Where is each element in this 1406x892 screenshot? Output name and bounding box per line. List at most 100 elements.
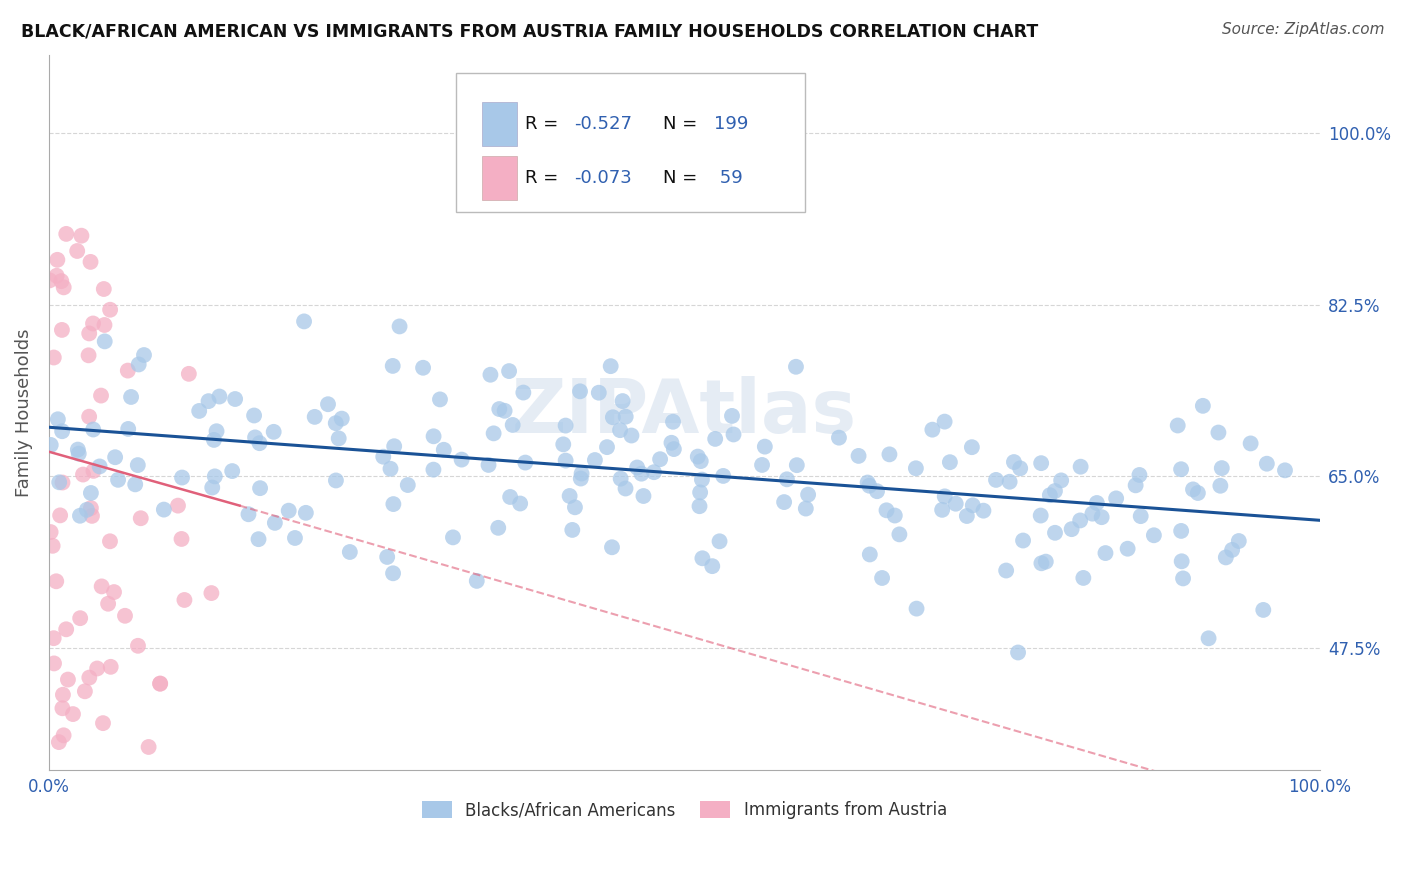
Point [828, 431, 851, 445]
Point [69, 508, 91, 523]
Point [797, 488, 820, 502]
Point [243, 409, 266, 423]
Point [49, 508, 72, 523]
Point [1253, 603, 1275, 617]
Point [67, 447, 90, 461]
Point [626, 460, 648, 475]
Point [876, 503, 898, 517]
Text: Source: ZipAtlas.com: Source: ZipAtlas.com [1222, 22, 1385, 37]
Point [82, 423, 104, 437]
Point [1129, 509, 1152, 524]
Point [82, 317, 104, 331]
Point [609, 472, 631, 486]
Point [48, 735, 70, 749]
Point [499, 490, 522, 504]
Point [52, 728, 75, 742]
Point [1050, 474, 1073, 488]
Point [609, 423, 631, 437]
Point [956, 508, 979, 523]
Point [1073, 571, 1095, 585]
Point [686, 450, 709, 464]
Point [662, 415, 685, 429]
Point [633, 489, 655, 503]
Point [711, 469, 734, 483]
Point [292, 314, 315, 328]
Point [80, 508, 103, 523]
Point [325, 474, 347, 488]
Text: -0.073: -0.073 [574, 169, 631, 186]
Point [934, 489, 956, 503]
Text: -0.527: -0.527 [574, 115, 631, 133]
Point [86, 661, 108, 675]
Point [89, 459, 111, 474]
Point [1069, 513, 1091, 527]
Text: BLACK/AFRICAN AMERICAN VS IMMIGRANTS FROM AUSTRIA FAMILY HOUSEHOLDS CORRELATION : BLACK/AFRICAN AMERICAN VS IMMIGRANTS FRO… [21, 22, 1039, 40]
Point [866, 484, 889, 499]
Point [70, 228, 93, 243]
Point [1070, 459, 1092, 474]
Point [614, 482, 637, 496]
Point [80, 501, 103, 516]
Point [90, 579, 112, 593]
Point [690, 473, 713, 487]
Point [52, 688, 75, 702]
Point [1208, 425, 1230, 440]
Point [132, 348, 155, 362]
Point [600, 541, 623, 555]
Point [224, 392, 246, 406]
Point [1125, 478, 1147, 492]
Point [304, 409, 326, 424]
Point [48, 475, 70, 490]
Point [325, 416, 347, 430]
Point [870, 571, 893, 585]
Point [630, 467, 652, 481]
Point [422, 429, 444, 443]
Point [553, 437, 575, 451]
Point [284, 531, 307, 545]
Point [1012, 533, 1035, 548]
Point [1091, 510, 1114, 524]
Point [972, 504, 994, 518]
Point [1167, 418, 1189, 433]
Point [751, 458, 773, 472]
Point [388, 319, 411, 334]
Point [202, 433, 225, 447]
Point [173, 593, 195, 607]
Point [77, 348, 100, 362]
Point [66, 442, 89, 457]
Point [51, 701, 73, 715]
Point [117, 422, 139, 436]
Point [79, 255, 101, 269]
Point [373, 450, 395, 464]
Point [441, 530, 464, 544]
Y-axis label: Family Households: Family Households [15, 328, 32, 497]
Point [1215, 550, 1237, 565]
Point [1182, 483, 1205, 497]
Point [794, 501, 817, 516]
Point [998, 475, 1021, 489]
Point [433, 442, 456, 457]
FancyBboxPatch shape [482, 102, 516, 146]
Point [51, 323, 73, 337]
Point [939, 455, 962, 469]
Point [1007, 645, 1029, 659]
Point [1239, 436, 1261, 450]
Point [39, 438, 62, 452]
Point [561, 523, 583, 537]
Point [564, 500, 586, 515]
Point [984, 473, 1007, 487]
Point [91, 716, 114, 731]
Text: R =: R = [526, 169, 564, 186]
Point [661, 435, 683, 450]
Point [170, 532, 193, 546]
Point [614, 409, 637, 424]
Point [931, 503, 953, 517]
Point [153, 502, 176, 516]
Point [785, 359, 807, 374]
Point [149, 676, 172, 690]
Point [98, 302, 121, 317]
Point [80, 486, 103, 500]
Point [177, 367, 200, 381]
Point [330, 411, 353, 425]
Point [46, 252, 69, 267]
